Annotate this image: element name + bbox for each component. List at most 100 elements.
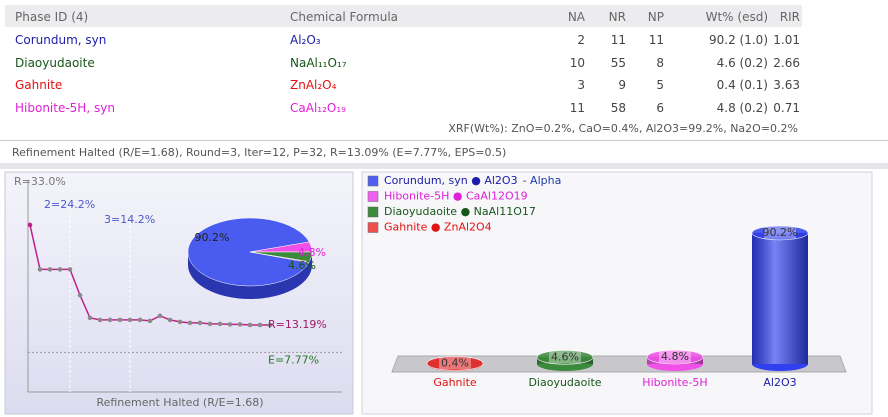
column-header: NA — [567, 10, 585, 24]
table-cell: 8 — [656, 55, 664, 70]
table-cell: 4.6 (0.2) — [716, 55, 768, 70]
value-label: 0.4% — [441, 356, 469, 369]
separator-band — [0, 163, 888, 169]
x-tick-label: Gahnite — [433, 376, 477, 389]
r-point — [97, 317, 103, 323]
bar-top — [646, 349, 704, 365]
phase-name: Corundum, syn — [15, 33, 107, 47]
value-label-box — [549, 350, 581, 364]
phase-name: Hibonite-5H, syn — [15, 100, 115, 115]
r-point — [197, 320, 203, 326]
e-label: E=7.77% — [268, 353, 319, 366]
value-label-box — [439, 356, 471, 370]
value-label: 90.2% — [763, 226, 798, 239]
table-cell: 5 — [656, 78, 664, 92]
r-point — [177, 319, 183, 325]
table-cell: 4.8 (0.2) — [716, 100, 768, 115]
r-point — [147, 318, 153, 324]
r-point — [37, 267, 43, 272]
legend-label: Corundum, syn ● Al2O3 — [384, 174, 518, 187]
divider — [0, 140, 888, 141]
pie-label: 4.6% — [288, 259, 316, 272]
table-cell: 9 — [618, 78, 626, 92]
r-point — [217, 321, 223, 327]
r-point — [107, 317, 113, 323]
legend-swatch — [367, 191, 379, 202]
start-label: R=33.0% — [14, 175, 66, 188]
pie-slice — [249, 251, 310, 263]
column-header: Chemical Formula — [290, 10, 399, 24]
table-cell: 10 — [569, 55, 585, 70]
table-cell: 55 — [610, 55, 626, 70]
table-cell: 90.2 (1.0) — [709, 33, 768, 47]
r-point — [127, 317, 133, 323]
r-point — [117, 317, 123, 323]
table-cell: 11 — [648, 33, 664, 47]
table-cell: 11 — [610, 33, 626, 47]
bar-top — [536, 349, 594, 365]
r-point — [267, 322, 273, 328]
table-cell: Al₂O₃ — [290, 33, 321, 47]
phase-name: Diaoyudaoite — [15, 55, 95, 70]
final-label: R=13.19% — [268, 318, 327, 331]
r-point — [57, 267, 63, 272]
round-label: 2=24.2% — [44, 198, 95, 211]
status-text: Refinement Halted (R/E=1.68), Round=3, I… — [12, 146, 507, 159]
pie-label: 90.2% — [195, 231, 230, 244]
column-header: Phase ID (4) — [15, 10, 89, 24]
table-cell: 11 — [569, 100, 585, 115]
x-tick-label: Al2O3 — [763, 376, 796, 389]
table-cell: 58 — [610, 100, 626, 115]
value-label-box — [764, 225, 796, 239]
table-cell: 6 — [656, 100, 664, 115]
r-point — [77, 292, 83, 298]
column-header: RIR — [779, 10, 800, 24]
table-cell: CaAl₁₂O₁₉ — [290, 100, 346, 115]
r-point — [237, 322, 243, 327]
x-tick-label: Hibonite-5H — [642, 376, 707, 389]
r-point — [257, 322, 263, 328]
column-header: NP — [647, 10, 664, 24]
footer-label: Refinement Halted (R/E=1.68) — [96, 396, 263, 409]
table-cell: 0.71 — [773, 100, 800, 115]
column-header: Wt% (esd) — [705, 10, 768, 24]
r-point — [47, 267, 53, 272]
r-point — [227, 322, 233, 327]
r-point — [157, 313, 163, 319]
r-point — [247, 322, 253, 328]
r-point — [167, 317, 173, 323]
left-panel — [4, 171, 354, 415]
phase-name: Gahnite — [15, 78, 63, 92]
legend-label: Hibonite-5H ● CaAl12O19 — [384, 190, 528, 203]
r-point — [67, 267, 73, 272]
r-point — [187, 320, 193, 326]
bar-top — [426, 356, 484, 371]
r-point — [87, 315, 93, 321]
value-label-box — [659, 350, 691, 364]
r-point — [137, 317, 143, 323]
table-cell: 2 — [577, 33, 585, 47]
table-cell: NaAl₁₁O₁₇ — [290, 55, 347, 70]
round-label: 3=14.2% — [104, 213, 155, 226]
table-cell: 1.01 — [773, 33, 800, 47]
legend-label: Diaoyudaoite ● NaAl11O17 — [384, 205, 536, 218]
table-cell: 0.4 (0.1) — [716, 78, 768, 92]
value-label: 4.6% — [551, 350, 579, 363]
table-cell: 3.63 — [773, 78, 800, 92]
legend-suffix: - Alpha — [523, 174, 562, 187]
table-cell: ZnAl₂O₄ — [290, 78, 337, 92]
table-header — [5, 5, 802, 27]
legend-swatch — [367, 175, 379, 187]
table-cell: 2.66 — [773, 55, 800, 70]
bar-top — [751, 225, 809, 241]
legend-swatch — [367, 206, 379, 218]
xrf-note: XRF(Wt%): ZnO=0.2%, CaO=0.4%, Al2O3=99.2… — [448, 122, 798, 135]
legend-swatch — [367, 222, 379, 233]
bar-shade — [752, 232, 808, 364]
r-point — [27, 222, 33, 228]
r-point — [207, 321, 213, 327]
value-label: 4.8% — [661, 350, 689, 363]
column-header: NR — [608, 10, 626, 24]
